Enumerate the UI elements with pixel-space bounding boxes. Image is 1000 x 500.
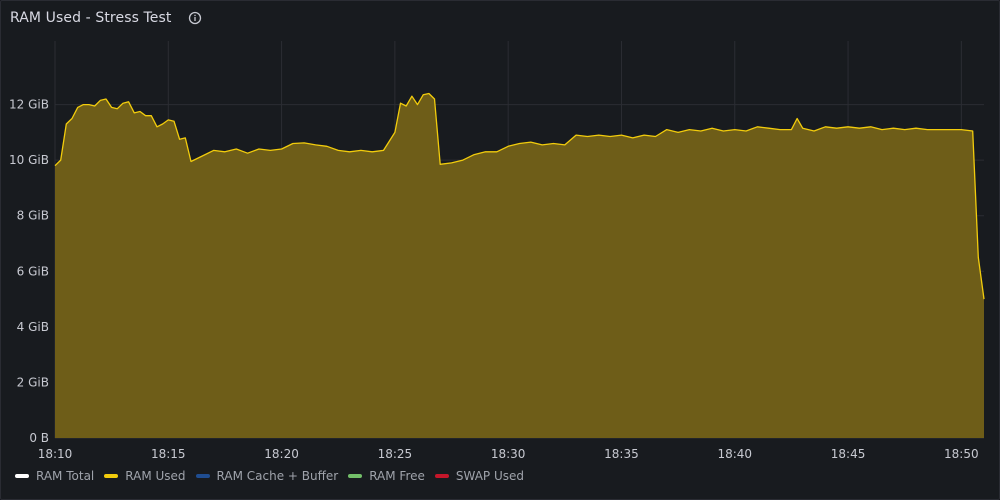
info-circle-icon[interactable] [188, 11, 202, 25]
legend-item[interactable]: RAM Free [348, 469, 425, 483]
x-tick-label: 18:40 [717, 447, 752, 461]
y-tick-label: 0 B [29, 431, 49, 445]
legend-item[interactable]: SWAP Used [434, 469, 525, 483]
x-tick-label: 18:35 [604, 447, 639, 461]
legend-label: RAM Cache + Buffer [216, 469, 339, 483]
legend-label: RAM Used [125, 469, 186, 483]
legend-swatch [104, 474, 119, 478]
ram-used-area [55, 93, 984, 438]
legend: RAM Total RAM Used RAM Cache + Buffer RAM F… [15, 469, 524, 483]
x-tick-label: 18:45 [831, 447, 866, 461]
x-tick-label: 18:10 [38, 447, 73, 461]
ram-used-line [54, 92, 985, 300]
legend-item[interactable]: RAM Used [104, 469, 186, 483]
y-tick-label: 10 GiB [9, 153, 49, 167]
y-tick-label: 2 GiB [17, 375, 49, 389]
y-tick-label: 4 GiB [17, 320, 49, 334]
x-tick-label: 18:25 [378, 447, 413, 461]
legend-label: RAM Total [36, 469, 95, 483]
legend-label: SWAP Used [455, 469, 525, 483]
legend-swatch [195, 474, 210, 478]
x-tick-label: 18:15 [151, 447, 186, 461]
panel-header: RAM Used - Stress Test [10, 8, 202, 28]
x-tick-label: 18:30 [491, 447, 526, 461]
x-tick-label: 18:20 [264, 447, 299, 461]
panel-title: RAM Used - Stress Test [10, 10, 172, 26]
legend-swatch [434, 474, 449, 478]
x-tick-label: 18:50 [944, 447, 979, 461]
y-tick-label: 8 GiB [17, 209, 49, 223]
legend-item[interactable]: RAM Total [15, 469, 94, 483]
legend-item[interactable]: RAM Cache + Buffer [195, 469, 339, 483]
legend-label: RAM Free [369, 469, 425, 483]
legend-swatch [15, 474, 29, 478]
legend-swatch [348, 474, 363, 478]
y-tick-label: 6 GiB [17, 264, 49, 278]
y-tick-label: 12 GiB [9, 98, 49, 112]
